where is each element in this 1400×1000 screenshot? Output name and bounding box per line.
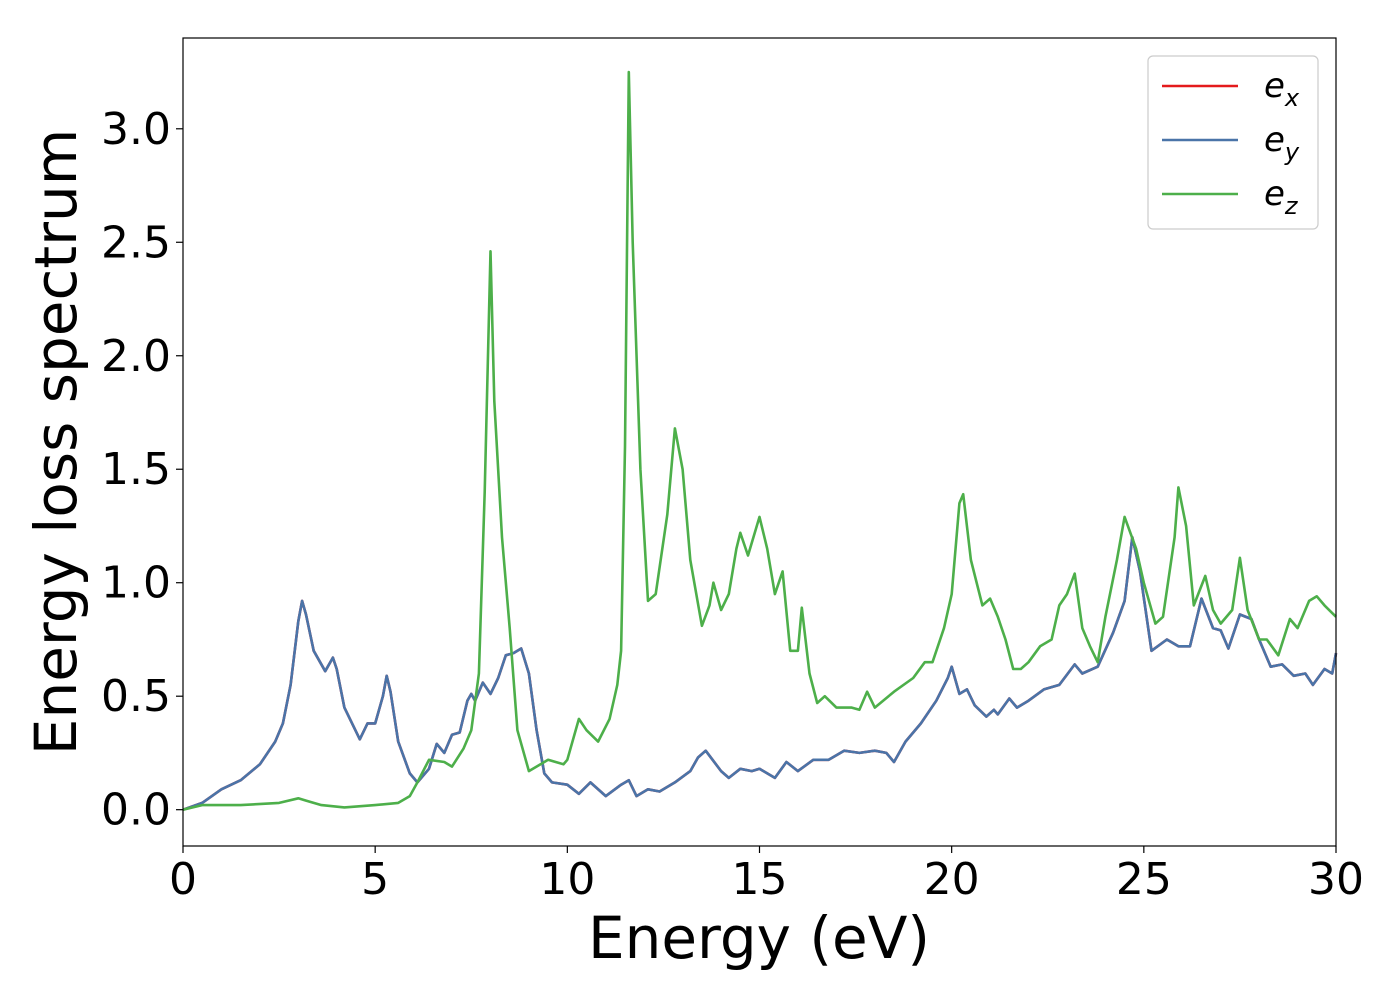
x-tick-label: 5: [361, 854, 389, 905]
legend: ex ey ez: [1147, 55, 1319, 230]
y-tick-label: 1.0: [101, 558, 171, 609]
series-line-y: [182, 536, 1338, 811]
y-tick-label: 2.0: [101, 331, 171, 382]
x-axis-title: Energy (eV): [588, 904, 930, 972]
legend-label-x: ex: [1264, 66, 1300, 112]
x-tick-label: 25: [1116, 854, 1172, 905]
x-tick-label: 0: [169, 854, 197, 905]
x-tick-label: 15: [732, 854, 788, 905]
x-tick-label: 20: [924, 854, 980, 905]
y-tick-label: 0.0: [101, 785, 171, 836]
x-axis: 0 5 10 15 20 25 30: [169, 846, 1364, 905]
x-tick-label: 30: [1308, 854, 1364, 905]
legend-label-y: ey: [1264, 120, 1300, 166]
y-tick-label: 3.0: [101, 104, 171, 155]
x-tick-label: 10: [539, 854, 595, 905]
series-layer: [182, 70, 1338, 811]
series-line-z: [182, 70, 1337, 811]
legend-label-z: ez: [1264, 174, 1299, 220]
legend-box: [1147, 55, 1319, 230]
y-tick-label: 0.5: [101, 671, 171, 722]
y-axis: 0.0 0.5 1.0 1.5 2.0 2.5 3.0: [101, 104, 183, 836]
y-tick-label: 2.5: [101, 217, 171, 268]
y-tick-label: 1.5: [101, 444, 171, 495]
y-axis-title: Energy loss spectrum: [22, 129, 90, 755]
plot-area: [183, 38, 1336, 846]
